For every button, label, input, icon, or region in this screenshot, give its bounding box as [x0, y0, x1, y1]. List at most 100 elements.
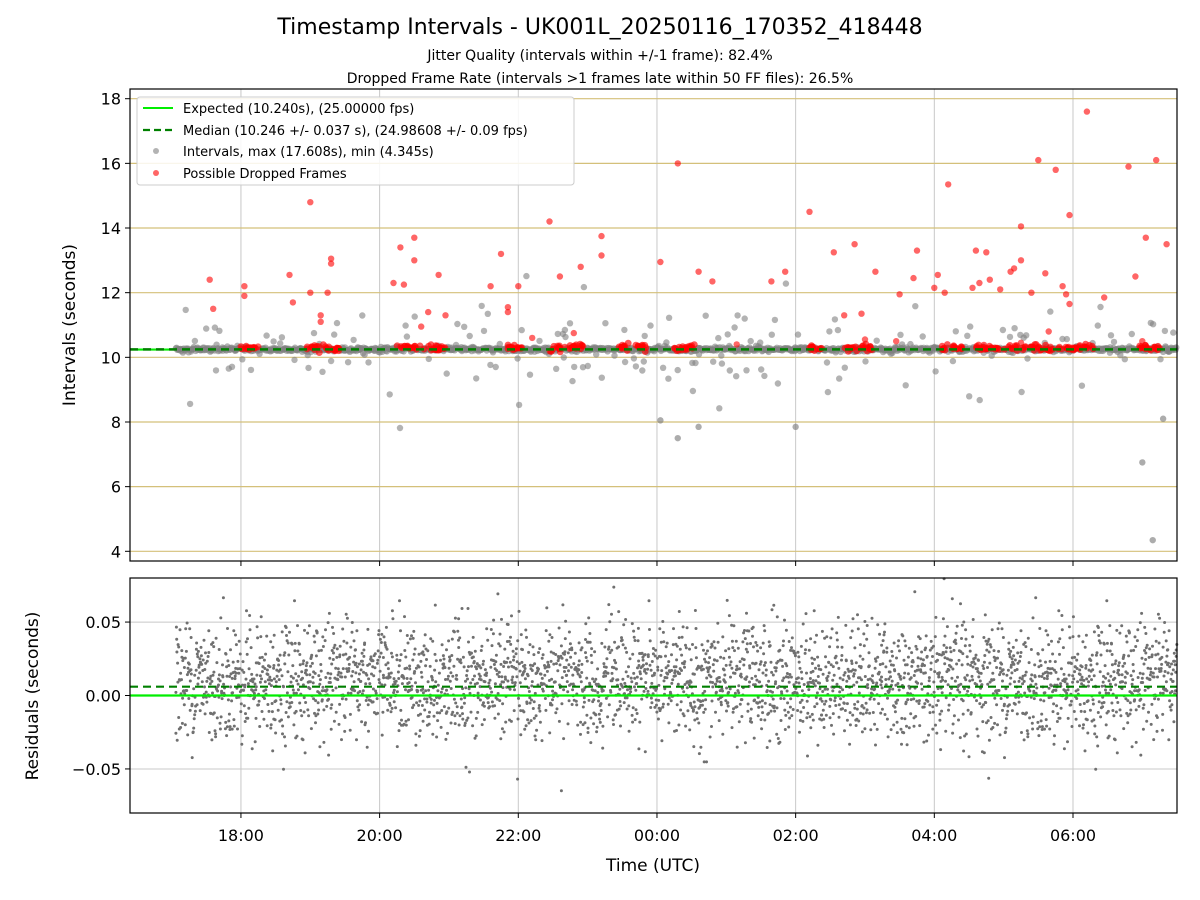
residual-point [715, 659, 719, 663]
residual-point [425, 700, 429, 704]
residual-point [902, 658, 906, 662]
interval-point [310, 329, 318, 337]
residual-point [584, 651, 587, 655]
residual-point [395, 653, 399, 657]
residual-point [975, 699, 978, 703]
dropped-frame-point [487, 283, 494, 290]
residual-point [725, 709, 728, 713]
residual-point [563, 637, 567, 641]
residual-point [537, 667, 540, 671]
residual-point [882, 649, 886, 653]
residual-point [645, 662, 648, 666]
residual-point [604, 665, 608, 669]
residual-point [207, 731, 211, 734]
residual-point [977, 675, 981, 679]
interval-point [747, 337, 754, 345]
residual-point [1000, 627, 1004, 631]
residual-point [347, 669, 351, 673]
residual-point [1046, 633, 1050, 637]
residual-point [504, 677, 507, 681]
residual-point [1067, 673, 1071, 677]
residual-point [247, 667, 251, 671]
residual-point [950, 676, 954, 680]
residual-point [671, 678, 675, 682]
residual-point [321, 685, 325, 689]
residual-point [650, 660, 654, 663]
residual-point [211, 691, 214, 695]
residual-point [522, 669, 526, 673]
residual-point [997, 621, 1001, 625]
residual-point [347, 667, 351, 670]
residual-point [480, 723, 484, 727]
residual-point [1128, 701, 1132, 705]
residual-point [192, 717, 196, 721]
residual-point [485, 627, 489, 631]
residual-point [510, 678, 514, 682]
interval-point [526, 371, 534, 378]
residual-point [752, 645, 755, 649]
residual-point [273, 718, 277, 722]
residual-point [594, 713, 598, 717]
top-ytick-label-12: 12 [101, 284, 121, 303]
residual-point [633, 685, 636, 689]
residual-point [998, 666, 1002, 670]
residual-point [619, 724, 622, 728]
residual-point [835, 682, 839, 686]
residual-point [957, 718, 960, 722]
residual-point [761, 641, 765, 645]
legend-median-label: Median (10.246 +/- 0.037 s), (24.98608 +… [183, 124, 528, 139]
dropped-frame-point [442, 312, 449, 319]
residual-point [655, 703, 658, 707]
residual-point [704, 652, 708, 656]
residual-point [377, 678, 381, 682]
residual-point [266, 703, 270, 706]
residual-point [283, 662, 287, 666]
residual-point [322, 708, 326, 712]
residual-point [1150, 702, 1154, 706]
residual-point [1110, 653, 1114, 656]
residual-point [514, 652, 518, 656]
residual-point [506, 623, 510, 626]
residual-point [643, 668, 647, 671]
residual-point [497, 675, 501, 679]
residual-point [432, 714, 436, 718]
residual-point [509, 719, 513, 723]
dropped-frame-point [983, 249, 990, 256]
residual-point [929, 661, 933, 665]
residual-point [582, 700, 586, 704]
interval-point [247, 366, 255, 374]
residual-point [475, 681, 479, 685]
residual-point [726, 701, 730, 705]
residual-point [440, 709, 444, 712]
residual-point [274, 699, 278, 703]
residual-point [182, 666, 186, 669]
interval-point [536, 337, 543, 345]
interval-point [663, 339, 670, 346]
residual-point [727, 647, 731, 651]
residual-point [667, 660, 671, 664]
residual-point [1059, 706, 1063, 710]
residual-point [928, 703, 932, 707]
residual-point [258, 725, 262, 728]
residual-point [1072, 677, 1076, 681]
residual-point [733, 691, 737, 695]
residual-point [1018, 655, 1022, 658]
residual-point [966, 689, 970, 693]
interval-point [731, 324, 738, 331]
residual-point [611, 718, 615, 722]
residual-point [719, 700, 723, 704]
dropped-frame-point [872, 268, 879, 275]
residual-point [532, 716, 536, 720]
residual-point [681, 625, 685, 629]
residual-point [560, 702, 564, 706]
residual-point [1065, 682, 1069, 686]
residual-point [1094, 653, 1098, 657]
residual-point [929, 639, 933, 643]
residual-point [637, 747, 641, 751]
interval-point [331, 331, 338, 338]
residual-point [683, 660, 687, 664]
residual-point [454, 701, 458, 705]
residual-point [428, 664, 432, 668]
residual-point [314, 699, 318, 703]
residual-point [242, 704, 246, 708]
